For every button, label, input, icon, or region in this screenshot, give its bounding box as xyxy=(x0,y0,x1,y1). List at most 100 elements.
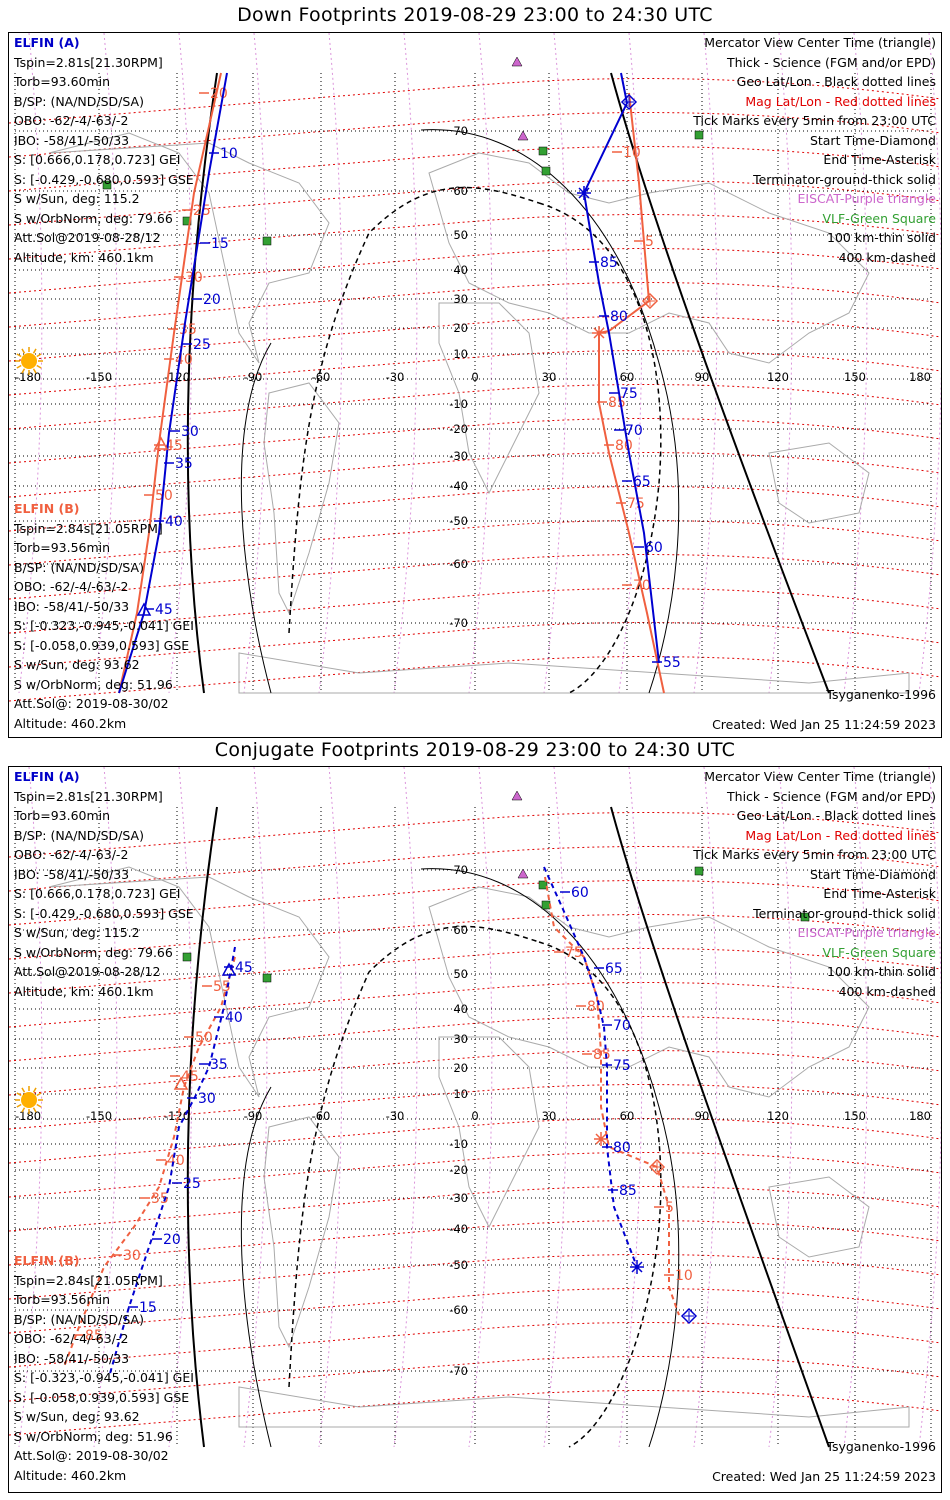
sun-ray xyxy=(32,348,37,354)
elfin-b-line: OBO: -62/-4/-63/-2 xyxy=(14,579,129,594)
lat-tick-label: 20 xyxy=(453,321,468,335)
start-diamond-cross xyxy=(652,1162,662,1172)
contour-100km-left xyxy=(240,1086,272,1448)
mag-lat-line xyxy=(9,948,941,994)
lat-tick-label: 70 xyxy=(453,863,468,877)
eiscat-station xyxy=(517,868,529,879)
lat-tick-label: 60 xyxy=(453,184,468,198)
mag-lat-line xyxy=(9,1016,941,1062)
track-tick-label: 55 xyxy=(663,655,681,671)
elfin-b-header: ELFIN (B) xyxy=(14,1253,80,1268)
track-tick-label: 15 xyxy=(211,236,229,252)
contour-400km-right xyxy=(538,941,662,1448)
lon-tick-label: 180 xyxy=(909,370,931,384)
lon-tick-label: 120 xyxy=(767,370,789,384)
track-tick-label: 5 xyxy=(645,234,654,250)
elfin-b-line: IBO: -58/41/-50/33 xyxy=(14,1350,130,1366)
coastline xyxy=(238,1386,910,1428)
elfin-a-line: S w/Sun, deg: 115.2 xyxy=(14,191,140,206)
mag-lon-line xyxy=(543,767,568,1448)
mag-lon-line xyxy=(318,33,343,694)
start-diamond-marker xyxy=(641,292,659,310)
legend-line: Mercator View Center Time (triangle) xyxy=(704,769,936,784)
track-tick-label: 30 xyxy=(185,270,203,286)
elfin-b-line: S: [-0.058,0.939,0.593] GSE xyxy=(14,1389,190,1405)
lon-tick-label: 0 xyxy=(471,1109,478,1123)
mag-lat-line xyxy=(9,112,941,158)
track-tick-label: 40 xyxy=(175,352,193,368)
track-tick-label: 40 xyxy=(165,514,183,530)
contour-400km-left xyxy=(288,186,540,634)
start-diamond-marker xyxy=(680,1307,698,1325)
elfin-a-line: B/SP: (NA/ND/SD/SA) xyxy=(14,93,144,109)
elfin-b-line: Altitude: 460.2km xyxy=(14,715,127,731)
elfin-b-line: Tspin=2.84s[21.05RPM] xyxy=(14,1272,163,1288)
elfin-b-line: S: [-0.323,-0.945,-0.041] GEI xyxy=(14,1370,194,1385)
mag-lon-line xyxy=(168,767,193,1448)
eiscat-station xyxy=(511,790,523,801)
elfin-b-line: S w/Sun, deg: 93.62 xyxy=(14,657,140,672)
elfin-b-line: S: [-0.058,0.939,0.593] GSE xyxy=(14,637,190,653)
track-tick-label: 20 xyxy=(163,1232,181,1248)
map-canvas: -180 -150 -120 -90 -60 -30 0 30 60 90 120 150 180706… xyxy=(9,33,941,702)
track-tick-label: 15 xyxy=(139,1300,157,1316)
mag-lat-line xyxy=(9,1254,941,1300)
track-tick-label: 60 xyxy=(645,540,663,556)
mag-lon-line xyxy=(693,33,718,694)
legend-line: Mercator View Center Time (triangle) xyxy=(704,35,936,50)
vlf-station xyxy=(182,952,192,962)
vlf-station xyxy=(800,912,810,922)
legend-line: Geo Lat/Lon - Black dotted lines xyxy=(736,74,936,89)
lat-tick-label: 60 xyxy=(453,923,468,937)
legend-line: End Time-Asterisk xyxy=(823,152,936,167)
view-center-triangle xyxy=(221,962,237,976)
created-label: Created: Wed Jan 25 11:24:59 2023 xyxy=(712,1469,936,1484)
lat-tick-label: -60 xyxy=(449,1303,468,1317)
mag-lat-line xyxy=(9,1322,941,1368)
lat-tick-label: 20 xyxy=(453,1061,468,1075)
mag-lat-line xyxy=(9,78,941,124)
mag-lat-line xyxy=(9,1220,941,1266)
elfin-b-line: Altitude: 460.2km xyxy=(14,1467,127,1483)
track-tick-label: 80 xyxy=(610,309,628,325)
elfin-a-line: Att.Sol@2019-08-28/12 xyxy=(14,230,161,245)
coastline xyxy=(263,1116,340,1349)
sun-ray xyxy=(36,353,42,358)
vlf-station xyxy=(262,236,272,246)
created-label: Created: Wed Jan 25 11:24:59 2023 xyxy=(712,717,936,732)
lon-tick-label: -90 xyxy=(244,1109,263,1123)
end-asterisk-marker xyxy=(630,1260,644,1274)
track-tick-label: 85 xyxy=(619,1183,637,1199)
lat-tick-label: -40 xyxy=(449,1222,468,1236)
lon-tick-label: -180 xyxy=(15,1109,41,1123)
track-tick-label: 55 xyxy=(213,979,231,995)
vlf-station xyxy=(102,180,112,190)
sun-ray xyxy=(21,1087,26,1093)
elfin-b-header: ELFIN (B) xyxy=(14,501,80,516)
track-tick-label: 40 xyxy=(225,1010,243,1026)
lon-tick-label: -180 xyxy=(15,370,41,384)
mag-lat-line xyxy=(9,418,941,464)
lat-tick-label: 50 xyxy=(453,228,468,242)
elfin-a-line: Altitude, km: 460.1km xyxy=(14,249,154,265)
mag-lat-line xyxy=(9,622,941,668)
coastline xyxy=(768,1176,870,1258)
track-tick-label: 70 xyxy=(633,578,651,594)
sun-ray xyxy=(32,368,37,374)
sun-ray xyxy=(36,1092,42,1097)
contour-100km-right xyxy=(420,868,680,1448)
elfin-b-line: OBO: -62/-4/-63/-2 xyxy=(14,1331,129,1346)
track-tick-label: 70 xyxy=(613,1018,631,1034)
track-tick-label: 30 xyxy=(181,424,199,440)
mag-lon-line xyxy=(93,767,118,1448)
elfin-b-line: B/SP: (NA/ND/SD/SA) xyxy=(14,559,144,575)
elfin-b-line: Torb=93.56min xyxy=(14,1292,111,1307)
legend-line: Tick Marks every 5min from 23:00 UTC xyxy=(693,847,936,862)
coastline xyxy=(238,652,910,694)
vlf-station xyxy=(538,146,548,156)
lon-tick-label: -150 xyxy=(86,1109,112,1123)
track-tick-label: 30 xyxy=(123,1248,141,1264)
track-tick-label: 10 xyxy=(623,145,641,161)
mag-lat-line xyxy=(9,846,941,892)
end-asterisk-marker xyxy=(594,1132,608,1146)
